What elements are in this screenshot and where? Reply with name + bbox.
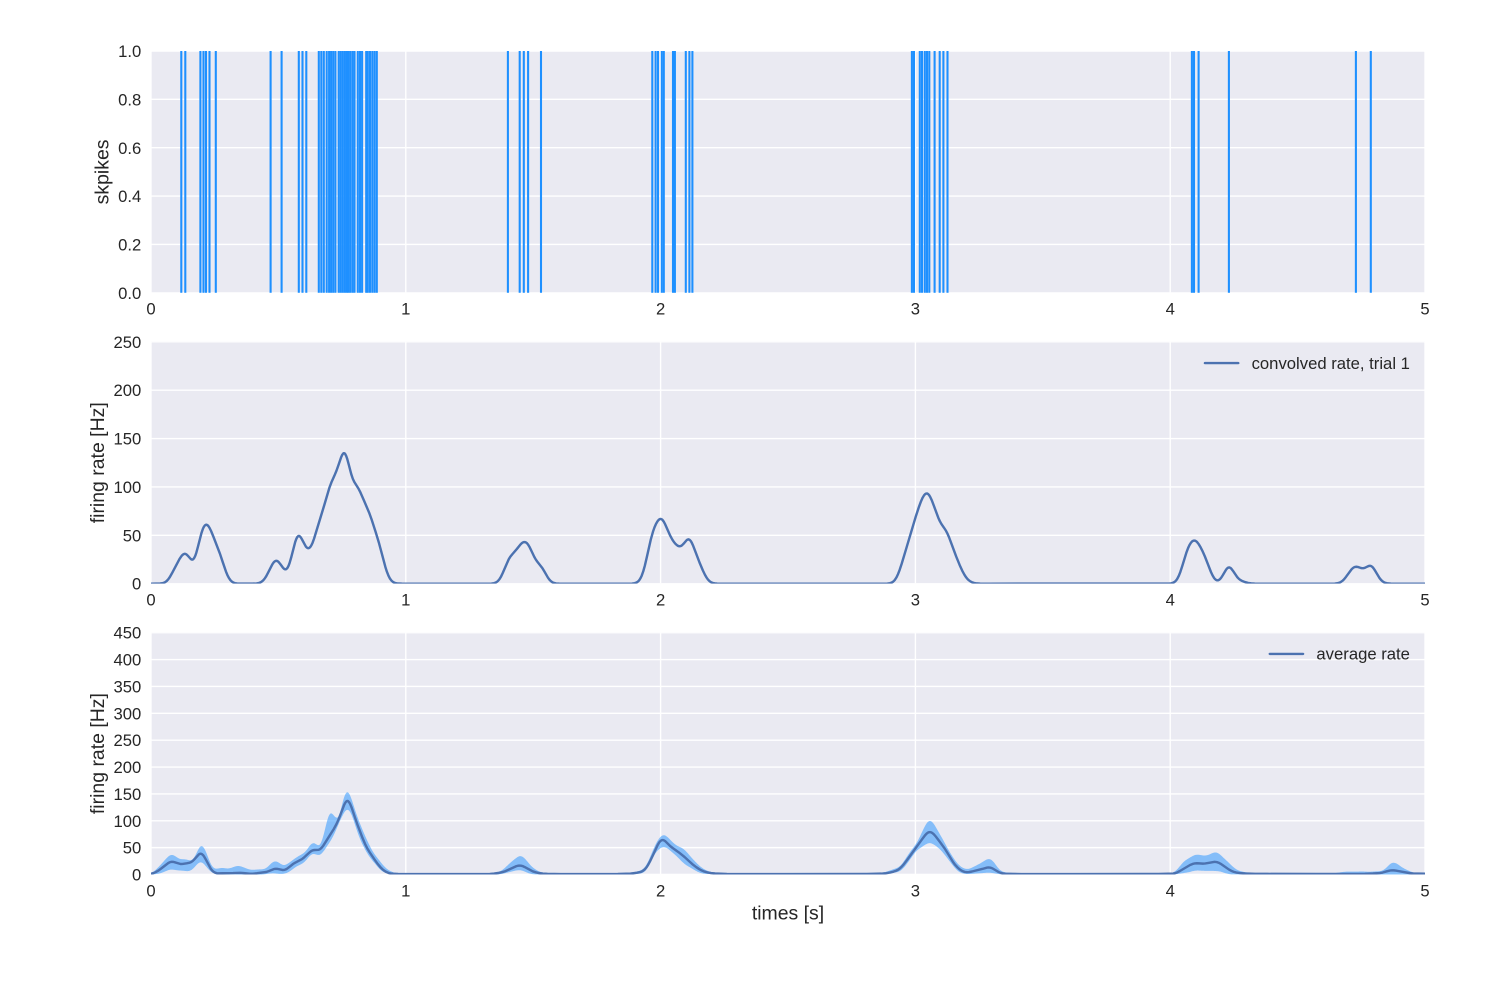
svg-text:average rate: average rate: [1316, 645, 1410, 664]
svg-text:4: 4: [1166, 300, 1175, 319]
svg-text:0: 0: [132, 866, 141, 885]
svg-text:350: 350: [113, 677, 141, 696]
svg-text:0.0: 0.0: [118, 284, 141, 303]
svg-text:100: 100: [113, 478, 141, 497]
svg-text:5: 5: [1420, 590, 1429, 609]
svg-text:2: 2: [656, 881, 665, 900]
svg-text:times [s]: times [s]: [752, 902, 824, 924]
svg-text:skpikes: skpikes: [92, 139, 114, 204]
svg-text:400: 400: [113, 651, 141, 670]
svg-text:1: 1: [401, 300, 410, 319]
svg-text:5: 5: [1420, 300, 1429, 319]
svg-text:3: 3: [911, 300, 920, 319]
svg-text:0.4: 0.4: [118, 187, 141, 206]
svg-text:1: 1: [401, 881, 410, 900]
svg-text:5: 5: [1420, 881, 1429, 900]
svg-text:firing rate [Hz]: firing rate [Hz]: [87, 402, 109, 523]
svg-text:firing rate [Hz]: firing rate [Hz]: [87, 693, 109, 814]
svg-text:3: 3: [911, 590, 920, 609]
svg-text:50: 50: [123, 526, 142, 545]
svg-text:2: 2: [656, 590, 665, 609]
svg-text:150: 150: [113, 430, 141, 449]
svg-text:200: 200: [113, 381, 141, 400]
svg-text:100: 100: [113, 812, 141, 831]
svg-text:0: 0: [132, 575, 141, 594]
svg-text:0.2: 0.2: [118, 236, 141, 255]
svg-text:200: 200: [113, 758, 141, 777]
svg-text:0: 0: [146, 590, 155, 609]
svg-text:1: 1: [401, 590, 410, 609]
svg-text:250: 250: [113, 333, 141, 352]
svg-text:0: 0: [146, 300, 155, 319]
svg-text:4: 4: [1166, 881, 1175, 900]
svg-text:1.0: 1.0: [118, 42, 141, 61]
svg-text:2: 2: [656, 300, 665, 319]
svg-text:3: 3: [911, 881, 920, 900]
svg-text:0.6: 0.6: [118, 139, 141, 158]
svg-text:4: 4: [1166, 590, 1175, 609]
svg-text:450: 450: [113, 624, 141, 643]
svg-text:300: 300: [113, 704, 141, 723]
svg-text:50: 50: [123, 839, 142, 858]
svg-text:0.8: 0.8: [118, 90, 141, 109]
svg-text:0: 0: [146, 881, 155, 900]
svg-text:convolved rate, trial 1: convolved rate, trial 1: [1252, 354, 1410, 373]
svg-text:250: 250: [113, 731, 141, 750]
svg-text:150: 150: [113, 785, 141, 804]
